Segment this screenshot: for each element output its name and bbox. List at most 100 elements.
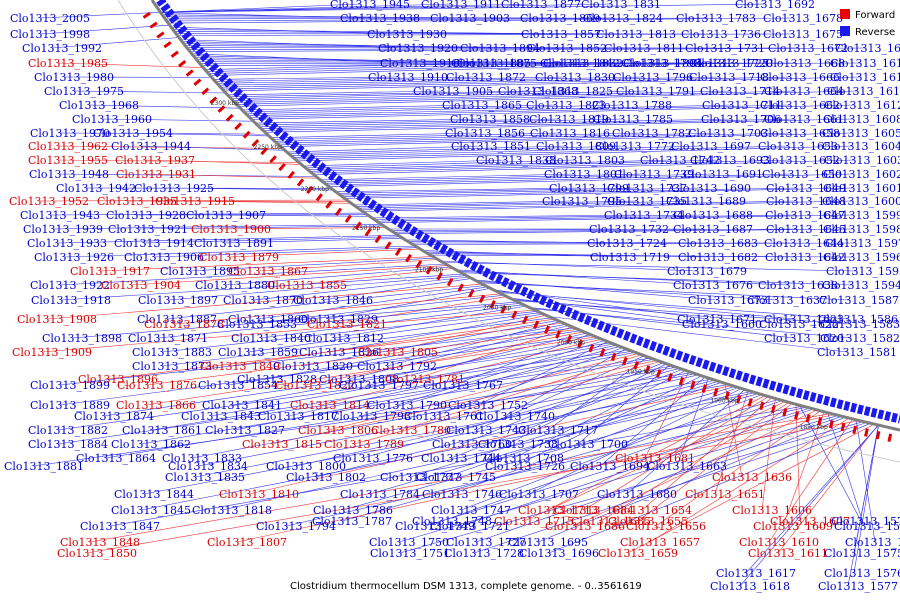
gene-label[interactable]: Clo1313_1846 — [293, 294, 373, 307]
gene-label[interactable]: Clo1313_1850 — [57, 547, 137, 560]
gene-label[interactable]: Clo1313_1611 — [748, 547, 828, 560]
gene-label[interactable]: Clo1313_1880 — [195, 279, 275, 292]
gene-label[interactable]: Clo1313_1878 — [144, 318, 224, 331]
gene-label[interactable]: Clo1313_1823 — [526, 99, 606, 112]
gene-label[interactable]: Clo1313_1695 — [508, 536, 588, 549]
gene-label[interactable]: Clo1313_1808 — [319, 373, 399, 386]
gene-label[interactable]: Clo1313_1688 — [673, 209, 753, 222]
gene-label[interactable]: Clo1313_1955 — [28, 154, 108, 167]
gene-label[interactable]: Clo1313_1686 — [545, 520, 625, 533]
gene-label[interactable]: Clo1313_1862 — [111, 438, 191, 451]
gene-label[interactable]: Clo1313_1636 — [712, 471, 792, 484]
gene-label[interactable]: Clo1313_1784 — [340, 488, 420, 501]
gene-label[interactable]: Clo1313_1796 — [613, 71, 693, 84]
gene-label[interactable]: Clo1313_1572 — [831, 515, 900, 528]
gene-label[interactable]: Clo1313_1904 — [101, 279, 181, 292]
gene-label[interactable]: Clo1313_1658 — [760, 127, 840, 140]
gene-label[interactable]: Clo1313_1914 — [114, 237, 194, 250]
gene-label[interactable]: Clo1313_1840 — [231, 332, 311, 345]
gene-label[interactable]: Clo1313_1874 — [74, 410, 154, 423]
gene-label[interactable]: Clo1313_1875 — [457, 57, 537, 70]
gene-label[interactable]: Clo1313_1903 — [430, 12, 510, 25]
gene-label[interactable]: Clo1313_1834 — [168, 460, 248, 473]
gene-label[interactable]: Clo1313_1682 — [678, 251, 758, 264]
gene-label[interactable]: Clo1313_1917 — [70, 265, 150, 278]
gene-label[interactable]: Clo1313_1804 — [623, 57, 703, 70]
gene-label[interactable]: Clo1313_1707 — [499, 488, 579, 501]
gene-label[interactable]: Clo1313_1587 — [819, 294, 899, 307]
gene-label[interactable]: Clo1313_1713 — [518, 504, 598, 517]
gene-label[interactable]: Clo1313_1604 — [822, 140, 900, 153]
gene-label[interactable]: Clo1313_1926 — [34, 251, 114, 264]
gene-label[interactable]: Clo1313_1872 — [446, 71, 526, 84]
gene-label[interactable]: Clo1313_1657 — [620, 536, 700, 549]
gene-label[interactable]: Clo1313_1600 — [822, 195, 900, 208]
gene-label[interactable]: Clo1313_1612 — [824, 99, 900, 112]
gene-label[interactable]: Clo1313_1673 — [688, 294, 768, 307]
gene-label[interactable]: Clo1313_1734 — [604, 209, 684, 222]
gene-label[interactable]: Clo1313_1883 — [132, 346, 212, 359]
gene-label[interactable]: Clo1313_1622 — [759, 318, 839, 331]
gene-label[interactable]: Clo1313_1638 — [758, 279, 838, 292]
gene-label[interactable]: Clo1313_1794 — [256, 520, 336, 533]
gene-label[interactable]: Clo1313_1608 — [823, 113, 900, 126]
gene-label[interactable]: Clo1313_1855 — [267, 279, 347, 292]
gene-label[interactable]: Clo1313_1975 — [44, 85, 124, 98]
gene-label[interactable]: Clo1313_1736 — [681, 28, 761, 41]
gene-label[interactable]: Clo1313_1746 — [422, 488, 502, 501]
gene-label[interactable]: Clo1313_1817 — [258, 410, 338, 423]
gene-label[interactable]: Clo1313_1806 — [298, 424, 378, 437]
gene-label[interactable]: Clo1313_1615 — [830, 57, 900, 70]
gene-label[interactable]: Clo1313_1832 — [543, 57, 623, 70]
gene-label[interactable]: Clo1313_1727 — [446, 536, 526, 549]
gene-label[interactable]: Clo1313_1830 — [535, 71, 615, 84]
gene-label[interactable]: Clo1313_1780 — [371, 424, 451, 437]
gene-label[interactable]: Clo1313_1866 — [116, 399, 196, 412]
gene-label[interactable]: Clo1313_1740 — [475, 410, 555, 423]
gene-label[interactable]: Clo1313_1776 — [333, 452, 413, 465]
gene-label[interactable]: Clo1313_1787 — [312, 515, 392, 528]
gene-label[interactable]: Clo1313_1609 — [753, 520, 833, 533]
gene-label[interactable]: Clo1313_1663 — [647, 460, 727, 473]
gene-label[interactable]: Clo1313_1737 — [607, 182, 687, 195]
gene-label[interactable]: Clo1313_1935 — [97, 195, 177, 208]
gene-label[interactable]: Clo1313_1943 — [20, 209, 100, 222]
gene-label[interactable]: Clo1313_1645 — [766, 223, 846, 236]
gene-label[interactable]: Clo1313_1749 — [395, 520, 475, 533]
gene-label[interactable]: Clo1313_1799 — [549, 182, 629, 195]
gene-label[interactable]: Clo1313_1662 — [760, 99, 840, 112]
gene-label[interactable]: Clo1313_1803 — [545, 154, 625, 167]
gene-label[interactable]: Clo1313_1937 — [115, 154, 195, 167]
gene-label[interactable]: Clo1313_1810 — [219, 488, 299, 501]
gene-label[interactable]: Clo1313_1797 — [339, 379, 419, 392]
gene-label[interactable]: Clo1313_1952 — [9, 195, 89, 208]
gene-label[interactable]: Clo1313_1795 — [542, 195, 622, 208]
gene-label[interactable]: Clo1313_1905 — [413, 85, 493, 98]
gene-label[interactable]: Clo1313_1980 — [34, 71, 114, 84]
gene-label[interactable]: Clo1313_1708 — [484, 452, 564, 465]
gene-label[interactable]: Clo1313_1700 — [548, 438, 628, 451]
gene-label[interactable]: Clo1313_1726 — [485, 460, 565, 473]
gene-label[interactable]: Clo1313_1928 — [106, 209, 186, 222]
gene-label[interactable]: Clo1313_1659 — [598, 547, 678, 560]
gene-label[interactable]: Clo1313_1648 — [766, 195, 846, 208]
gene-label[interactable]: Clo1313_1856 — [445, 127, 525, 140]
gene-label[interactable]: Clo1313_1597 — [825, 237, 900, 250]
gene-label[interactable]: Clo1313_1992 — [22, 42, 102, 55]
gene-label[interactable]: Clo1313_1801 — [544, 168, 624, 181]
gene-label[interactable]: Clo1313_1576 — [824, 567, 900, 580]
gene-label[interactable]: Clo1313_1664 — [764, 85, 844, 98]
gene-label[interactable]: Clo1313_1655 — [608, 515, 688, 528]
gene-label[interactable]: Clo1313_1948 — [29, 168, 109, 181]
gene-label[interactable]: Clo1313_1785 — [593, 113, 673, 126]
gene-label[interactable]: Clo1313_1825 — [533, 85, 613, 98]
gene-label[interactable]: Clo1313_1761 — [404, 410, 484, 423]
gene-label[interactable]: Clo1313_1786 — [313, 504, 393, 517]
gene-label[interactable]: Clo1313_1752 — [448, 399, 528, 412]
gene-label[interactable]: Clo1313_1826 — [299, 346, 379, 359]
gene-label[interactable]: Clo1313_1918 — [31, 294, 111, 307]
gene-label[interactable]: Clo1313_1595 — [826, 265, 900, 278]
gene-label[interactable]: Clo1313_1818 — [192, 504, 272, 517]
gene-label[interactable]: Clo1313_1650 — [762, 168, 842, 181]
gene-label[interactable]: Clo1313_1745 — [416, 471, 496, 484]
